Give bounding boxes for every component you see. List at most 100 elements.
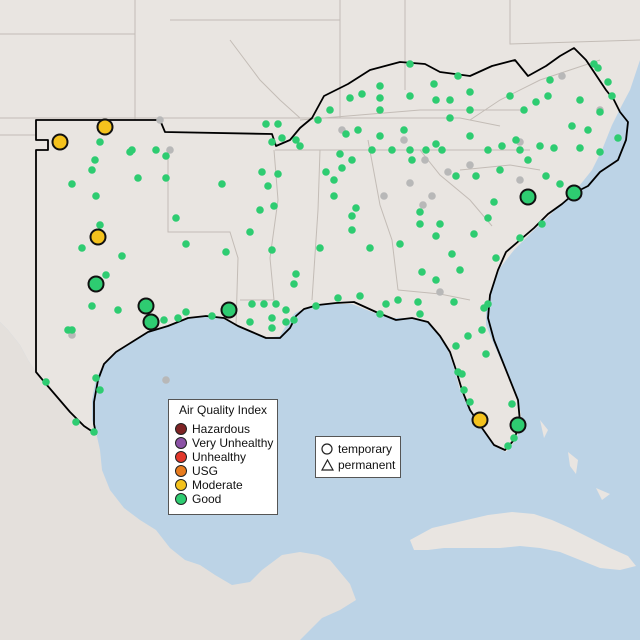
good-sensor-marker[interactable] (388, 146, 396, 154)
good-sensor-marker[interactable] (174, 314, 182, 322)
inactive-sensor-marker[interactable] (156, 116, 164, 124)
good-sensor-marker[interactable] (432, 96, 440, 104)
good-sensor-marker[interactable] (414, 298, 422, 306)
good-sensor-marker[interactable] (356, 292, 364, 300)
good-sensor-marker[interactable] (352, 204, 360, 212)
inactive-sensor-marker[interactable] (436, 288, 444, 296)
good-monitor-marker[interactable] (137, 297, 155, 315)
good-sensor-marker[interactable] (438, 146, 446, 154)
good-sensor-marker[interactable] (496, 166, 504, 174)
good-sensor-marker[interactable] (162, 152, 170, 160)
good-sensor-marker[interactable] (470, 230, 478, 238)
good-sensor-marker[interactable] (314, 116, 322, 124)
good-sensor-marker[interactable] (576, 144, 584, 152)
good-sensor-marker[interactable] (484, 300, 492, 308)
good-sensor-marker[interactable] (268, 314, 276, 322)
good-sensor-marker[interactable] (508, 400, 516, 408)
good-sensor-marker[interactable] (376, 82, 384, 90)
good-sensor-marker[interactable] (432, 140, 440, 148)
good-sensor-marker[interactable] (182, 308, 190, 316)
good-sensor-marker[interactable] (312, 302, 320, 310)
good-sensor-marker[interactable] (376, 132, 384, 140)
good-sensor-marker[interactable] (292, 270, 300, 278)
good-sensor-marker[interactable] (406, 60, 414, 68)
good-sensor-marker[interactable] (590, 60, 598, 68)
good-sensor-marker[interactable] (270, 202, 278, 210)
good-sensor-marker[interactable] (376, 310, 384, 318)
good-sensor-marker[interactable] (96, 386, 104, 394)
good-sensor-marker[interactable] (516, 234, 524, 242)
good-monitor-marker[interactable] (142, 313, 160, 331)
good-sensor-marker[interactable] (92, 374, 100, 382)
good-sensor-marker[interactable] (342, 130, 350, 138)
good-sensor-marker[interactable] (78, 244, 86, 252)
good-sensor-marker[interactable] (172, 214, 180, 222)
good-sensor-marker[interactable] (550, 144, 558, 152)
good-sensor-marker[interactable] (466, 132, 474, 140)
inactive-sensor-marker[interactable] (558, 72, 566, 80)
good-sensor-marker[interactable] (432, 276, 440, 284)
good-sensor-marker[interactable] (256, 206, 264, 214)
good-sensor-marker[interactable] (484, 146, 492, 154)
good-sensor-marker[interactable] (222, 248, 230, 256)
inactive-sensor-marker[interactable] (444, 168, 452, 176)
inactive-sensor-marker[interactable] (516, 176, 524, 184)
good-sensor-marker[interactable] (446, 114, 454, 122)
good-sensor-marker[interactable] (472, 172, 480, 180)
good-sensor-marker[interactable] (416, 220, 424, 228)
good-sensor-marker[interactable] (338, 164, 346, 172)
inactive-sensor-marker[interactable] (380, 192, 388, 200)
good-sensor-marker[interactable] (152, 146, 160, 154)
good-sensor-marker[interactable] (68, 326, 76, 334)
good-sensor-marker[interactable] (546, 76, 554, 84)
good-sensor-marker[interactable] (516, 146, 524, 154)
good-sensor-marker[interactable] (556, 180, 564, 188)
inactive-sensor-marker[interactable] (166, 146, 174, 154)
good-sensor-marker[interactable] (162, 174, 170, 182)
good-sensor-marker[interactable] (348, 212, 356, 220)
good-sensor-marker[interactable] (432, 232, 440, 240)
good-sensor-marker[interactable] (596, 108, 604, 116)
good-monitor-marker[interactable] (220, 301, 238, 319)
good-sensor-marker[interactable] (114, 306, 122, 314)
inactive-sensor-marker[interactable] (466, 161, 474, 169)
good-sensor-marker[interactable] (208, 312, 216, 320)
inactive-sensor-marker[interactable] (419, 201, 427, 209)
good-sensor-marker[interactable] (596, 148, 604, 156)
good-sensor-marker[interactable] (394, 296, 402, 304)
good-sensor-marker[interactable] (72, 418, 80, 426)
good-sensor-marker[interactable] (400, 126, 408, 134)
good-sensor-marker[interactable] (492, 254, 500, 262)
good-sensor-marker[interactable] (278, 134, 286, 142)
inactive-sensor-marker[interactable] (400, 136, 408, 144)
good-sensor-marker[interactable] (282, 318, 290, 326)
good-sensor-marker[interactable] (348, 156, 356, 164)
good-sensor-marker[interactable] (91, 156, 99, 164)
good-sensor-marker[interactable] (464, 332, 472, 340)
good-sensor-marker[interactable] (482, 350, 490, 358)
good-sensor-marker[interactable] (334, 294, 342, 302)
good-sensor-marker[interactable] (290, 280, 298, 288)
good-sensor-marker[interactable] (422, 146, 430, 154)
good-monitor-marker[interactable] (519, 188, 537, 206)
moderate-monitor-marker[interactable] (96, 118, 114, 136)
good-sensor-marker[interactable] (448, 250, 456, 258)
good-sensor-marker[interactable] (90, 428, 98, 436)
good-sensor-marker[interactable] (510, 434, 518, 442)
inactive-sensor-marker[interactable] (428, 192, 436, 200)
good-sensor-marker[interactable] (524, 156, 532, 164)
good-sensor-marker[interactable] (292, 136, 300, 144)
good-sensor-marker[interactable] (608, 92, 616, 100)
good-sensor-marker[interactable] (436, 220, 444, 228)
good-sensor-marker[interactable] (484, 214, 492, 222)
good-sensor-marker[interactable] (92, 192, 100, 200)
good-sensor-marker[interactable] (458, 370, 466, 378)
good-sensor-marker[interactable] (450, 298, 458, 306)
good-sensor-marker[interactable] (316, 244, 324, 252)
good-sensor-marker[interactable] (490, 198, 498, 206)
good-sensor-marker[interactable] (466, 88, 474, 96)
good-sensor-marker[interactable] (246, 228, 254, 236)
moderate-monitor-marker[interactable] (89, 228, 107, 246)
good-sensor-marker[interactable] (406, 146, 414, 154)
